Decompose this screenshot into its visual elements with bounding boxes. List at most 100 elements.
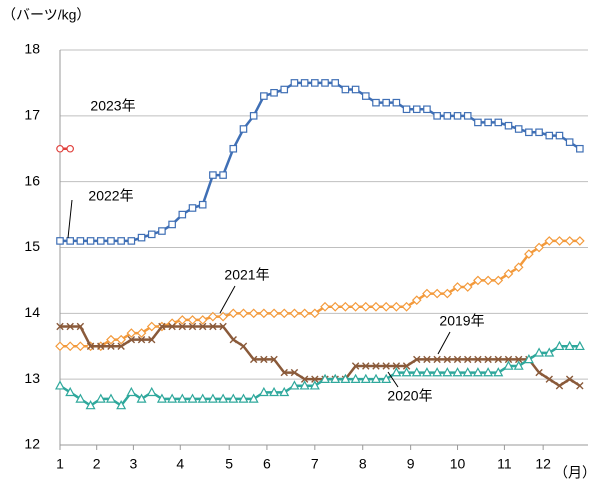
point — [360, 301, 371, 312]
point — [340, 373, 351, 383]
point — [411, 295, 422, 306]
point — [564, 236, 575, 246]
point — [464, 355, 472, 364]
point — [413, 355, 421, 364]
x-tick-label: 8 — [359, 456, 367, 472]
point — [544, 347, 555, 357]
point — [494, 355, 502, 364]
point — [188, 322, 197, 331]
point — [442, 367, 453, 377]
point — [453, 112, 462, 120]
point — [309, 380, 320, 390]
x-tick-label: 10 — [450, 456, 466, 472]
point — [422, 288, 432, 299]
point — [443, 112, 452, 120]
point — [576, 144, 584, 153]
point — [330, 301, 341, 312]
point — [330, 373, 341, 383]
point — [270, 88, 278, 97]
point — [494, 118, 503, 127]
point — [484, 355, 492, 364]
point — [381, 373, 392, 383]
point — [126, 328, 137, 338]
point — [229, 144, 238, 153]
point — [56, 144, 64, 153]
point — [127, 335, 136, 344]
point — [279, 386, 290, 397]
point — [177, 393, 188, 403]
point — [309, 308, 320, 319]
point — [260, 92, 268, 100]
point — [472, 367, 483, 377]
point — [535, 368, 543, 377]
point — [199, 322, 207, 331]
point — [280, 368, 288, 377]
point — [412, 105, 421, 114]
point — [178, 322, 187, 331]
point — [279, 308, 290, 319]
point — [239, 342, 248, 350]
point — [331, 79, 340, 87]
point — [260, 355, 268, 364]
point — [65, 341, 76, 352]
point — [350, 373, 361, 383]
x-tick-label: 2 — [93, 456, 101, 472]
point — [107, 237, 115, 245]
point — [423, 105, 431, 114]
point — [361, 92, 370, 100]
point — [238, 393, 249, 403]
series-line — [60, 325, 581, 388]
point — [158, 322, 166, 331]
point — [249, 112, 258, 120]
point — [392, 98, 401, 107]
point — [75, 341, 86, 352]
series-line — [60, 239, 580, 348]
point — [504, 121, 513, 130]
point — [452, 367, 463, 377]
point — [249, 355, 258, 364]
point — [148, 335, 156, 344]
point — [289, 308, 300, 319]
point — [146, 321, 157, 332]
point — [300, 375, 309, 383]
point — [514, 355, 523, 364]
point — [289, 380, 300, 390]
point — [156, 393, 167, 403]
point — [146, 386, 157, 397]
point — [299, 308, 310, 319]
point — [362, 362, 370, 370]
point — [290, 368, 299, 377]
x-tick-label: 9 — [407, 456, 415, 472]
point — [127, 237, 136, 245]
point — [65, 386, 76, 397]
point — [382, 98, 390, 107]
point — [228, 308, 239, 319]
y-tick-label: 13 — [24, 370, 40, 386]
y-tick-label: 15 — [24, 238, 40, 254]
point — [177, 315, 188, 325]
point — [565, 375, 574, 383]
point — [219, 171, 227, 179]
point — [147, 230, 156, 239]
point — [137, 335, 146, 344]
point — [523, 353, 534, 364]
point — [208, 311, 218, 322]
point — [117, 342, 125, 350]
point — [311, 375, 319, 383]
point — [565, 138, 574, 146]
point — [136, 328, 147, 338]
point — [178, 210, 187, 219]
leader-line — [387, 371, 399, 388]
point — [433, 112, 441, 120]
point — [106, 334, 116, 345]
point — [187, 315, 198, 325]
point — [504, 355, 513, 364]
x-tick-label: 1 — [56, 456, 64, 472]
series-line — [59, 345, 580, 408]
point — [473, 275, 483, 286]
series-label: 2020年 — [387, 388, 432, 404]
point — [56, 237, 64, 245]
y-tick-label: 17 — [24, 107, 40, 123]
point — [56, 322, 64, 331]
series-line — [60, 81, 581, 243]
